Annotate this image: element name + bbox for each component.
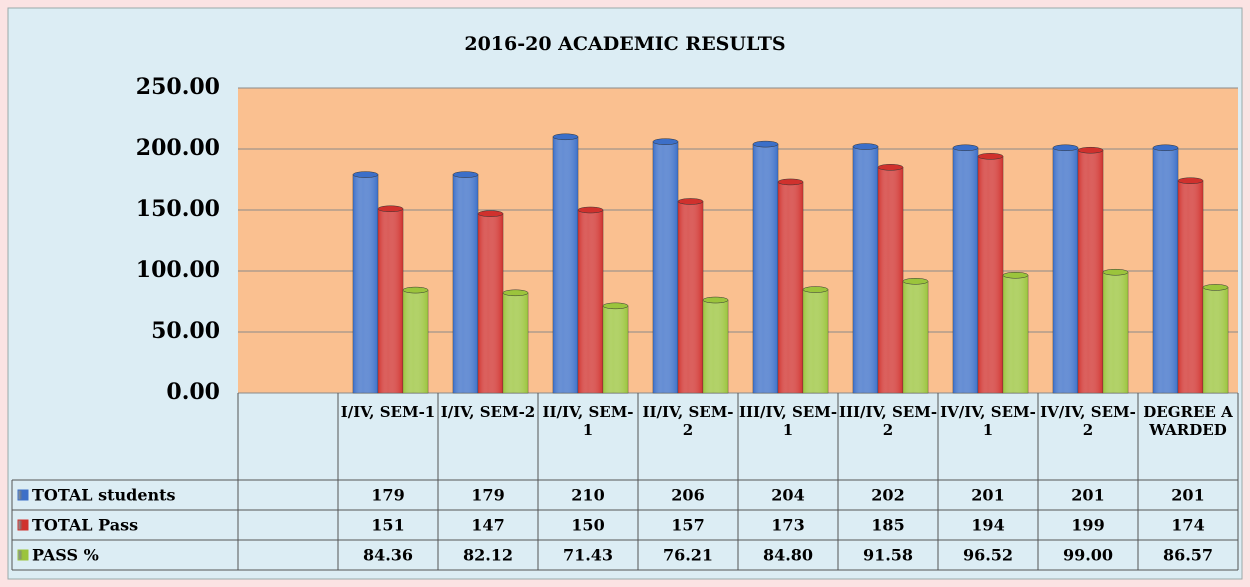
x-tick-label: II/IV, SEM-1 [542, 403, 634, 439]
legend-swatch [17, 489, 29, 501]
table-value: 84.80 [763, 546, 813, 565]
table-value: 206 [671, 486, 704, 505]
x-tick-label: DEGREE AWARDED [1143, 403, 1233, 439]
table-value: 91.58 [863, 546, 913, 565]
x-tick-label: III/IV, SEM-2 [838, 403, 938, 439]
table-value: 201 [971, 486, 1004, 505]
table-value: 157 [671, 516, 704, 535]
table-value: 151 [371, 516, 404, 535]
table-value: 174 [1171, 516, 1204, 535]
table-value: 201 [1071, 486, 1104, 505]
y-tick-label: 100.00 [136, 257, 220, 283]
table-value: 150 [571, 516, 604, 535]
table-value: 173 [771, 516, 804, 535]
legend-label: PASS % [32, 546, 99, 565]
y-tick-label: 250.00 [136, 74, 220, 100]
y-tick-label: 50.00 [151, 318, 220, 344]
x-tick-label: IV/IV, SEM-2 [1040, 403, 1136, 439]
table-value: 201 [1171, 486, 1204, 505]
legend-label: TOTAL Pass [32, 516, 138, 535]
table-value: 179 [471, 486, 504, 505]
table-value: 96.52 [963, 546, 1013, 565]
table-value: 99.00 [1063, 546, 1113, 565]
table-value: 147 [471, 516, 504, 535]
table-value: 204 [771, 486, 804, 505]
x-tick-label: IV/IV, SEM-1 [940, 403, 1036, 439]
legend-swatch [17, 519, 29, 531]
y-tick-label: 200.00 [136, 135, 220, 161]
x-tick-label: II/IV, SEM-2 [642, 403, 734, 439]
table-value: 71.43 [563, 546, 613, 565]
table-value: 76.21 [663, 546, 713, 565]
table-value: 84.36 [363, 546, 413, 565]
y-tick-label: 0.00 [166, 379, 220, 405]
legend-swatch [17, 549, 29, 561]
table-value: 185 [871, 516, 904, 535]
table-value: 202 [871, 486, 904, 505]
table-value: 179 [371, 486, 404, 505]
x-tick-label: I/IV, SEM-1 [340, 403, 436, 421]
table-value: 210 [571, 486, 604, 505]
y-tick-label: 150.00 [136, 196, 220, 222]
x-tick-label: III/IV, SEM-1 [738, 403, 838, 439]
table-value: 82.12 [463, 546, 513, 565]
chart-title: 2016-20 ACADEMIC RESULTS [464, 33, 785, 55]
x-tick-label: I/IV, SEM-2 [440, 403, 536, 421]
table-value: 86.57 [1163, 546, 1213, 565]
legend-label: TOTAL students [32, 486, 176, 505]
table-value: 199 [1071, 516, 1104, 535]
table-value: 194 [971, 516, 1004, 535]
